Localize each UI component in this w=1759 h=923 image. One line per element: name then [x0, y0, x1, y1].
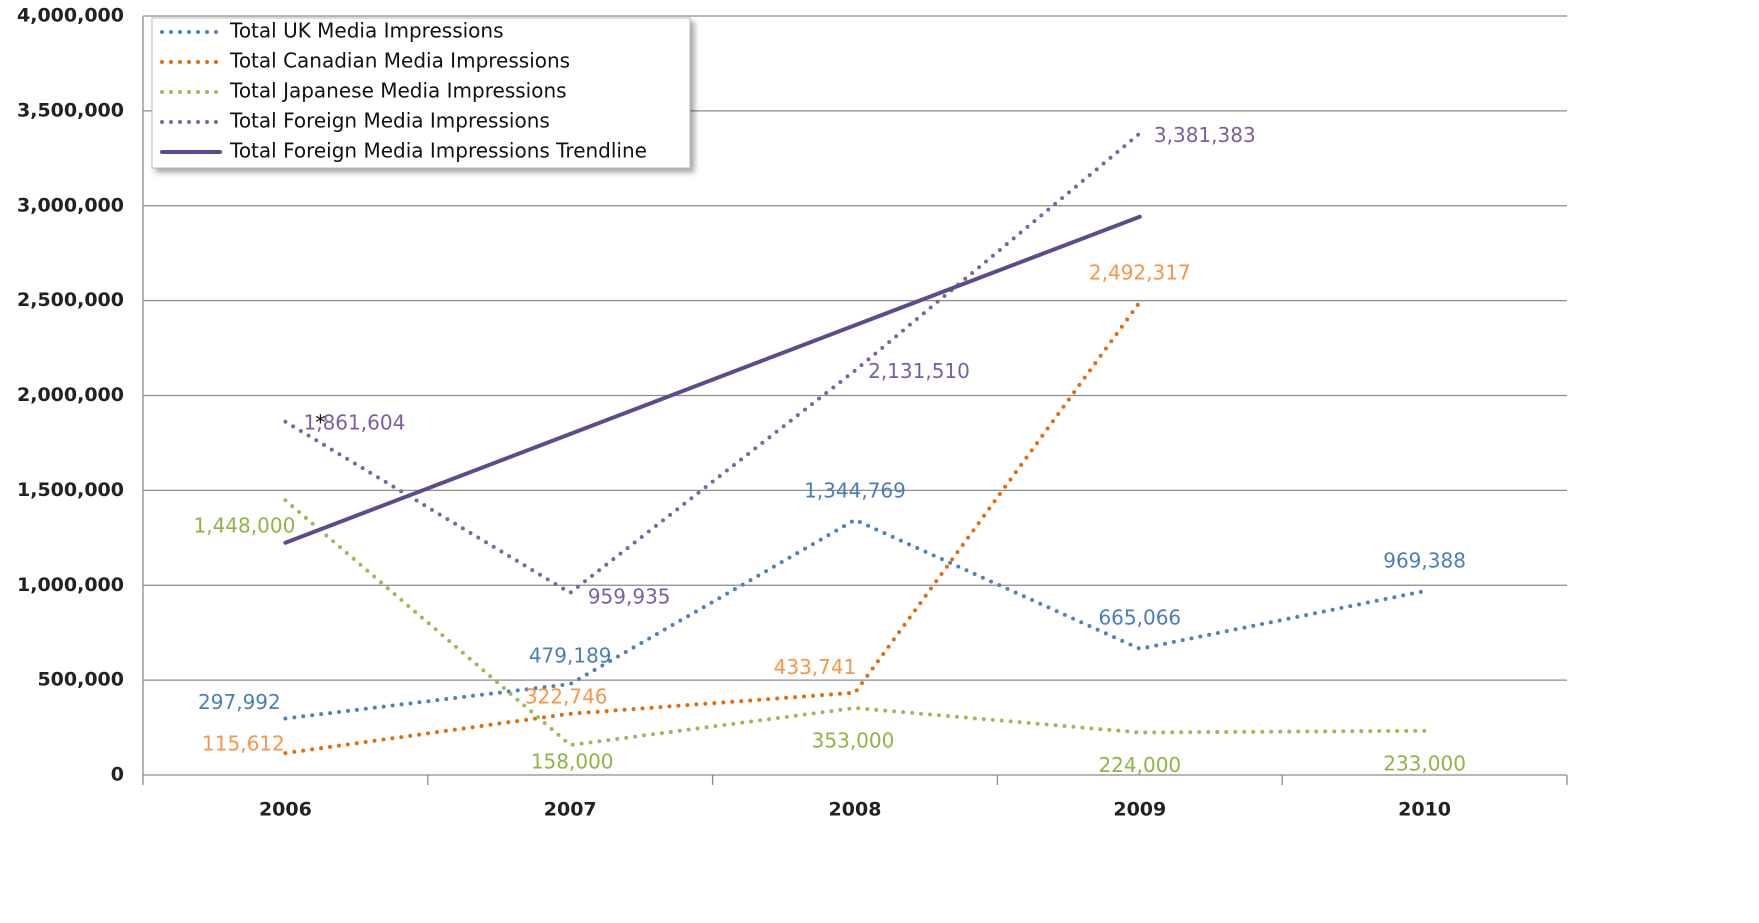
data-label: 322,746	[525, 684, 608, 708]
data-label: 233,000	[1383, 751, 1466, 775]
legend-label: Total Foreign Media Impressions Trendlin…	[229, 139, 647, 163]
data-label: 959,935	[588, 584, 671, 608]
lines	[283, 131, 1427, 756]
legend-label: Total Canadian Media Impressions	[229, 49, 570, 73]
legend-label: Total Japanese Media Impressions	[229, 79, 567, 103]
y-tick-label: 2,500,000	[17, 289, 124, 311]
data-label: 2,492,317	[1089, 261, 1191, 285]
annotation: *	[315, 410, 325, 434]
x-tick-label: 2010	[1398, 799, 1451, 821]
legend: Total UK Media Impressions Total Canadian…	[151, 17, 691, 169]
series-line	[283, 300, 1142, 756]
labels: 297,992 479,189 1,344,769 665,066 969,388 115…	[194, 123, 1466, 777]
axes: 0 500,000 1,000,000 1,500,000 2,000,000 2,500…	[17, 5, 1568, 821]
series-line	[283, 517, 1427, 721]
y-tick-label: 3,500,000	[17, 99, 124, 121]
data-label: 1,344,769	[804, 478, 906, 502]
y-tick-label: 2,000,000	[17, 384, 124, 406]
x-tick-label: 2009	[1113, 799, 1166, 821]
x-tick-label: 2008	[829, 799, 882, 821]
x-tick-label: 2006	[259, 799, 312, 821]
legend-label: Total UK Media Impressions	[229, 19, 504, 43]
series-line	[283, 131, 1142, 596]
y-tick-label: 3,000,000	[17, 194, 124, 216]
data-label: 1,448,000	[194, 514, 296, 538]
grid	[143, 15, 1567, 776]
data-label: 665,066	[1098, 605, 1181, 629]
y-tick-label: 1,500,000	[17, 479, 124, 501]
series-line	[283, 498, 1427, 748]
y-tick-label: 4,000,000	[17, 5, 124, 27]
data-label: 158,000	[531, 750, 614, 774]
legend-box	[151, 17, 691, 169]
x-tick-label: 2007	[544, 799, 597, 821]
data-label: 969,388	[1383, 549, 1466, 573]
data-label: 115,612	[202, 732, 285, 756]
data-label: 433,741	[774, 655, 857, 679]
data-label: 479,189	[529, 644, 612, 668]
data-label: 3,381,383	[1154, 123, 1256, 147]
trendline	[283, 214, 1142, 545]
data-label: 1,861,604	[304, 410, 406, 434]
y-tick-label: 500,000	[37, 669, 124, 691]
data-label: 297,992	[198, 690, 281, 714]
legend-label: Total Foreign Media Impressions	[229, 109, 550, 133]
data-label: 353,000	[812, 729, 895, 753]
y-tick-label: 1,000,000	[17, 574, 124, 596]
data-label: 224,000	[1098, 753, 1181, 777]
y-tick-label: 0	[111, 764, 124, 786]
data-label: 2,131,510	[868, 359, 970, 383]
